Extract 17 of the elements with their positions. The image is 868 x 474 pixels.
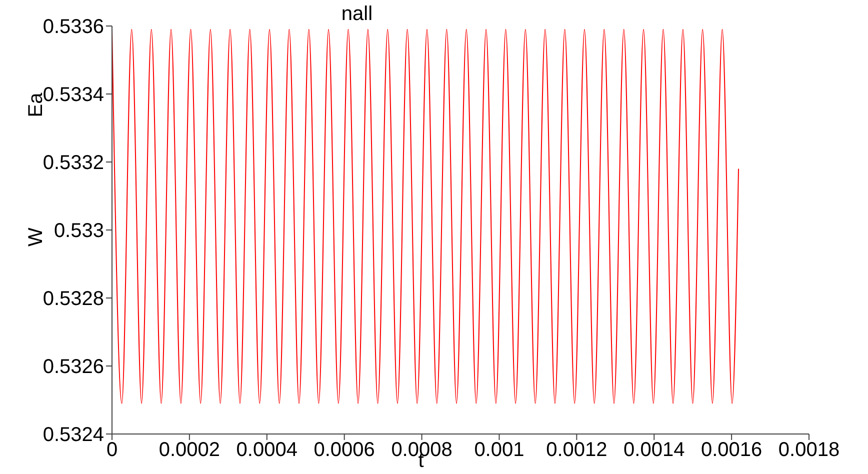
x-tick-label: 0.0014 xyxy=(624,439,685,462)
x-tick-label: 0.001 xyxy=(474,439,524,462)
y-tick-label: 0.5328 xyxy=(42,288,104,310)
chart-title: nall xyxy=(341,3,373,25)
y-tick-label: 0.5326 xyxy=(42,356,104,378)
x-tick-label: 0.0004 xyxy=(236,439,298,462)
x-tick-label: 0.0006 xyxy=(314,439,375,462)
x-tick-label: 0.0012 xyxy=(546,439,608,462)
y-axis-title: W xyxy=(25,227,47,246)
y-tick-label: 0.5324 xyxy=(42,424,104,446)
y-tick-label: 0.5332 xyxy=(42,152,104,174)
x-tick-label: 0.0016 xyxy=(700,439,762,462)
y-tick-label: 0.533 xyxy=(54,220,104,242)
y-tick-label: 0.5336 xyxy=(42,16,104,38)
x-tick-label: 0.0002 xyxy=(158,439,220,462)
x-tick-label: 0.0018 xyxy=(778,439,840,462)
x-tick-label: 0 xyxy=(106,439,118,462)
